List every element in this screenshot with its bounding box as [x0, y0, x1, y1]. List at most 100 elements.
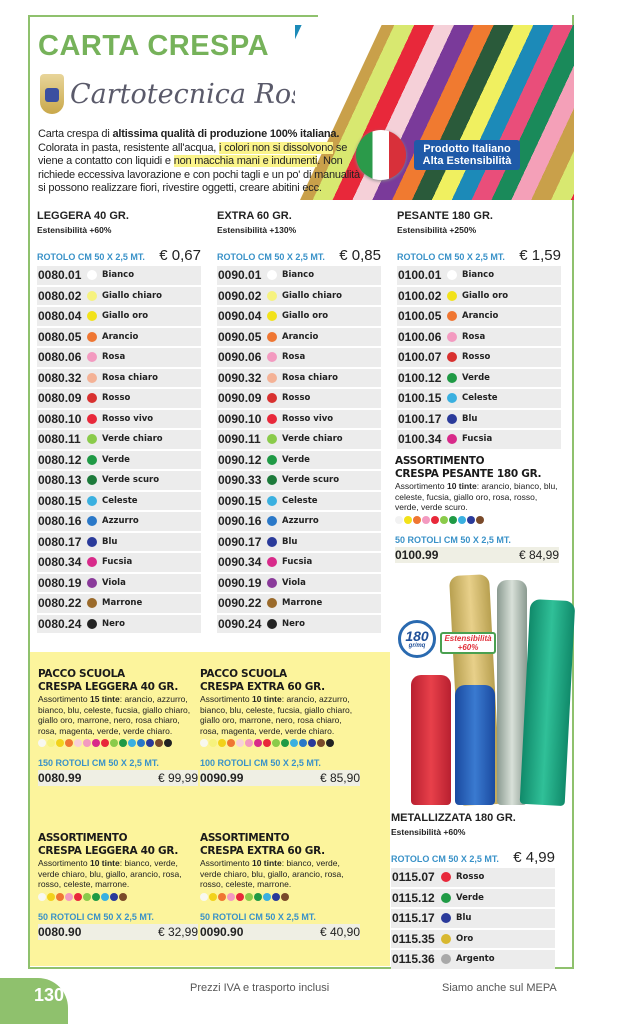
column-title: PESANTE 180 GR. — [397, 210, 493, 222]
product-column: EXTRA 60 GR. Estensibilità +130% ROTOLO … — [217, 210, 381, 633]
color-swatch-icon — [87, 577, 97, 588]
badge-label: Prodotto Italiano Alta Estensibilità — [414, 140, 520, 170]
desc-part: : arancio, azzurro, bianco, blu, celeste… — [38, 694, 191, 736]
color-swatch-icon — [267, 495, 277, 506]
color-name: Rosso — [282, 393, 311, 404]
color-swatch-icon — [447, 311, 457, 322]
color-row: 0100.12 Verde — [397, 368, 561, 387]
unit-label: ROTOLO CM 50 X 2,5 MT. — [217, 252, 325, 262]
color-row: 0080.10 Rosso vivo — [37, 409, 201, 428]
desc-part: : bianco, verde, verde chiaro, blu, gial… — [200, 858, 344, 890]
color-dot-icon — [209, 892, 217, 901]
item-code: 0090.02 — [218, 288, 262, 303]
color-name: Arancio — [282, 331, 319, 342]
color-row: 0090.01 Bianco — [217, 266, 381, 285]
color-row: 0090.19 Viola — [217, 573, 381, 592]
pack-subtitle: CRESPA LEGGERA 40 GR. — [38, 681, 179, 693]
color-swatch-icon — [87, 454, 97, 465]
color-row: 0080.02 Giallo chiaro — [37, 286, 201, 305]
item-code: 0090.01 — [218, 268, 262, 283]
color-dot-icon — [218, 892, 226, 901]
color-swatch-icon — [441, 933, 451, 944]
desc-part: Assortimento — [200, 694, 252, 704]
color-name: Giallo oro — [462, 290, 509, 301]
color-swatch-icon — [87, 372, 97, 383]
color-row: 0080.11 Verde chiaro — [37, 430, 201, 449]
color-swatch-icon — [447, 352, 457, 363]
desc-part: : arancio, bianco, blu, celeste, fucsia,… — [395, 481, 558, 513]
color-name: Celeste — [282, 495, 318, 506]
color-row: 0090.05 Arancio — [217, 327, 381, 346]
color-dot-icon — [317, 739, 325, 748]
weight-value: 180 — [405, 628, 429, 644]
color-name: Nero — [282, 618, 305, 629]
assortment-pack: ASSORTIMENTO CRESPA LEGGERA 40 GR. Assort… — [38, 832, 198, 940]
pack-code: 0090.90 — [200, 924, 244, 939]
item-code: 0080.10 — [38, 411, 82, 426]
pack-description: Assortimento 10 tinte: arancio, azzurro,… — [200, 694, 360, 736]
color-name: Rosa — [102, 352, 126, 363]
intro-part: . Non richiede eccessiva lavorazione e c… — [38, 155, 360, 195]
color-dot-icon — [272, 892, 280, 901]
pack-price-row: 0090.90 € 40,90 — [200, 923, 360, 940]
pack-unit: 50 ROTOLI CM 50 X 2,5 MT. — [200, 911, 316, 922]
color-dot-icon — [263, 892, 271, 901]
color-name: Verde scuro — [282, 475, 340, 486]
color-swatch-icon — [87, 618, 97, 629]
color-swatch-icon — [267, 475, 277, 486]
pack-title: ASSORTIMENTO — [38, 832, 128, 844]
desc-count: 15 tinte — [89, 694, 120, 704]
desc-part: Assortimento — [38, 858, 90, 868]
page-tab — [0, 978, 68, 1024]
color-dot-icon — [101, 739, 109, 748]
color-dot-icon — [476, 515, 484, 524]
assortment-pack: ASSORTIMENTO CRESPA PESANTE 180 GR. Assor… — [395, 455, 559, 563]
intro-part: se viene a contatto con liquidi e — [38, 141, 348, 168]
color-dot-icon — [254, 739, 262, 748]
intro-highlight: non macchia mani e indumenti — [173, 155, 318, 168]
page-number: 130 — [34, 985, 65, 1005]
pack-title: ASSORTIMENTO — [200, 832, 290, 844]
item-code: 0080.05 — [38, 329, 82, 344]
color-name: Rosa chiaro — [102, 372, 158, 383]
item-code: 0090.17 — [218, 534, 262, 549]
desc-count: 10 tinte — [89, 858, 120, 868]
item-code: 0090.33 — [218, 473, 262, 488]
color-swatch-icon — [441, 892, 451, 903]
color-swatch-icon — [267, 618, 277, 629]
assortment-pack: ASSORTIMENTO CRESPA EXTRA 60 GR. Assortim… — [200, 832, 360, 940]
color-dot-icon — [200, 892, 208, 901]
pack-price-row: 0080.90 € 32,99 — [38, 923, 198, 940]
italian-flag-icon — [356, 130, 406, 180]
color-dot-icon — [404, 515, 412, 524]
color-dot-icon — [83, 739, 91, 748]
item-code: 0090.09 — [218, 391, 262, 406]
pack-code: 0080.99 — [38, 771, 82, 786]
color-dot-icon — [164, 739, 172, 748]
pack-price: € 85,90 — [319, 771, 360, 786]
color-name: Rosso vivo — [282, 413, 334, 424]
pack-code: 0100.99 — [395, 547, 439, 562]
color-row: 0115.35 Oro — [391, 929, 555, 948]
item-code: 0090.32 — [218, 370, 262, 385]
column-stretch: Estensibilità +250% — [397, 225, 477, 235]
desc-part: Assortimento — [200, 858, 252, 868]
item-code: 0080.12 — [38, 452, 82, 467]
color-row: 0080.04 Giallo oro — [37, 307, 201, 326]
item-code: 0080.01 — [38, 268, 82, 283]
color-row: 0090.32 Rosa chiaro — [217, 368, 381, 387]
color-swatch-icon — [267, 352, 277, 363]
color-dot-icon — [110, 892, 118, 901]
item-code: 0090.24 — [218, 616, 262, 631]
pack-description: Assortimento 10 tinte: bianco, verde, ve… — [200, 858, 360, 890]
intro-part: Carta crespa di — [38, 128, 113, 140]
item-code: 0100.07 — [398, 350, 442, 365]
color-row: 0090.24 Nero — [217, 614, 381, 633]
color-row: 0080.34 Fucsia — [37, 553, 201, 572]
item-code: 0115.35 — [392, 931, 435, 946]
color-name: Fucsia — [102, 557, 133, 568]
color-dot-icon — [56, 892, 64, 901]
item-code: 0100.06 — [398, 329, 442, 344]
color-row: 0090.15 Celeste — [217, 491, 381, 510]
color-name: Azzurro — [282, 516, 319, 527]
